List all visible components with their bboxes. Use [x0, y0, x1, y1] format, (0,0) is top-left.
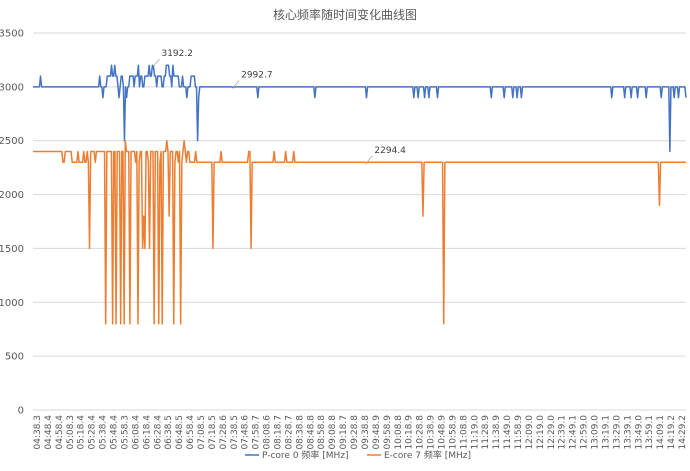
x-tick-label: 13:39.1 [623, 415, 633, 450]
annotation-label: 3192.2 [161, 49, 193, 59]
x-tick-label: 08:58.8 [317, 415, 327, 450]
x-tick-label: 12:49.1 [569, 415, 579, 450]
x-tick-label: 08:18.7 [274, 415, 284, 450]
x-tick-label: 07:18.5 [208, 415, 218, 450]
y-tick-label: 3000 [0, 82, 24, 93]
x-tick-label: 05:18.4 [77, 415, 87, 450]
x-tick-label: 04:58.4 [55, 415, 65, 450]
x-tick-label: 10:38.9 [427, 415, 437, 450]
x-tick-label: 10:58.9 [448, 415, 458, 450]
x-tick-label: 13:09.0 [591, 415, 601, 450]
series-line-1 [33, 139, 686, 325]
x-tick-label: 08:38.8 [295, 415, 305, 450]
x-tick-label: 12:59.0 [580, 415, 590, 450]
x-tick-label: 05:38.4 [99, 415, 109, 450]
x-tick-label: 12:39.1 [558, 415, 568, 450]
y-tick-label: 500 [5, 352, 24, 363]
x-tick-label: 05:08.3 [66, 415, 76, 450]
x-tick-label: 06:38.5 [164, 415, 174, 450]
x-tick-label: 11:58.9 [514, 415, 524, 450]
x-tick-label: 09:08.8 [328, 415, 338, 450]
x-tick-label: 13:49.0 [634, 415, 644, 450]
x-tick-label: 06:48.5 [175, 415, 185, 450]
x-tick-label: 12:09.0 [525, 415, 535, 450]
x-tick-label: 12:29.0 [547, 415, 557, 450]
x-tick-label: 05:58.3 [120, 415, 130, 450]
x-tick-label: 07:48.6 [241, 415, 251, 450]
x-tick-label: 10:28.8 [416, 415, 426, 450]
legend-entry: P-core 0 频率 [MHz] [262, 449, 349, 461]
y-tick-label: 2500 [0, 136, 24, 147]
x-tick-label: 07:28.6 [219, 415, 229, 450]
x-tick-label: 04:38.3 [33, 415, 43, 450]
x-tick-label: 04:48.4 [44, 415, 54, 450]
x-tick-label: 09:18.7 [339, 415, 349, 450]
x-tick-label: 06:28.4 [153, 415, 163, 450]
x-tick-label: 14:19.2 [667, 415, 677, 450]
x-tick-label: 11:49.0 [503, 415, 513, 450]
annotation-label: 2992.7 [241, 71, 273, 81]
x-tick-label: 08:28.7 [284, 415, 294, 450]
x-tick-label: 09:48.9 [372, 415, 382, 450]
x-tick-label: 14:09.1 [656, 415, 666, 450]
x-tick-label: 09:58.9 [383, 415, 393, 450]
x-tick-label: 07:38.5 [230, 415, 240, 450]
x-tick-label: 08:48.8 [306, 415, 316, 450]
x-tick-label: 13:29.0 [612, 415, 622, 450]
x-tick-label: 11:28.9 [481, 415, 491, 450]
annotation-leader [153, 58, 160, 67]
y-tick-label: 1000 [0, 298, 24, 309]
x-tick-label: 11:08.8 [459, 415, 469, 450]
x-tick-label: 10:48.9 [437, 415, 447, 450]
x-tick-label: 06:08.4 [131, 415, 141, 450]
x-tick-label: 10:08.8 [394, 415, 404, 450]
x-tick-label: 12:19.0 [536, 415, 546, 450]
x-tick-label: 10:18.9 [405, 415, 415, 450]
annotation-label: 2294.4 [374, 146, 406, 156]
x-tick-label: 08:08.6 [263, 415, 273, 450]
x-tick-label: 14:29.2 [678, 415, 688, 450]
x-tick-label: 09:28.8 [350, 415, 360, 450]
x-tick-label: 05:28.4 [88, 415, 98, 450]
y-tick-label: 0 [18, 406, 24, 417]
x-tick-label: 11:38.9 [492, 415, 502, 450]
chart-title: 核心频率随时间变化曲线图 [273, 7, 417, 22]
y-tick-label: 1500 [0, 244, 24, 255]
annotation-leader [366, 155, 373, 164]
x-tick-label: 13:19.1 [601, 415, 611, 450]
annotation-leader [232, 80, 240, 88]
y-tick-label: 3500 [0, 29, 24, 40]
x-tick-label: 13:59.1 [645, 415, 655, 450]
y-tick-label: 2000 [0, 190, 24, 201]
legend-entry: E-core 7 频率 [MHz] [384, 449, 471, 461]
x-tick-label: 06:58.4 [186, 415, 196, 450]
x-tick-label: 11:19.0 [470, 415, 480, 450]
x-tick-label: 07:08.5 [197, 415, 207, 450]
series-line-0 [33, 64, 687, 153]
x-tick-label: 05:48.4 [110, 415, 120, 450]
x-tick-label: 06:18.4 [142, 415, 152, 450]
x-tick-label: 07:58.7 [252, 415, 262, 450]
x-tick-label: 09:38.8 [361, 415, 371, 450]
